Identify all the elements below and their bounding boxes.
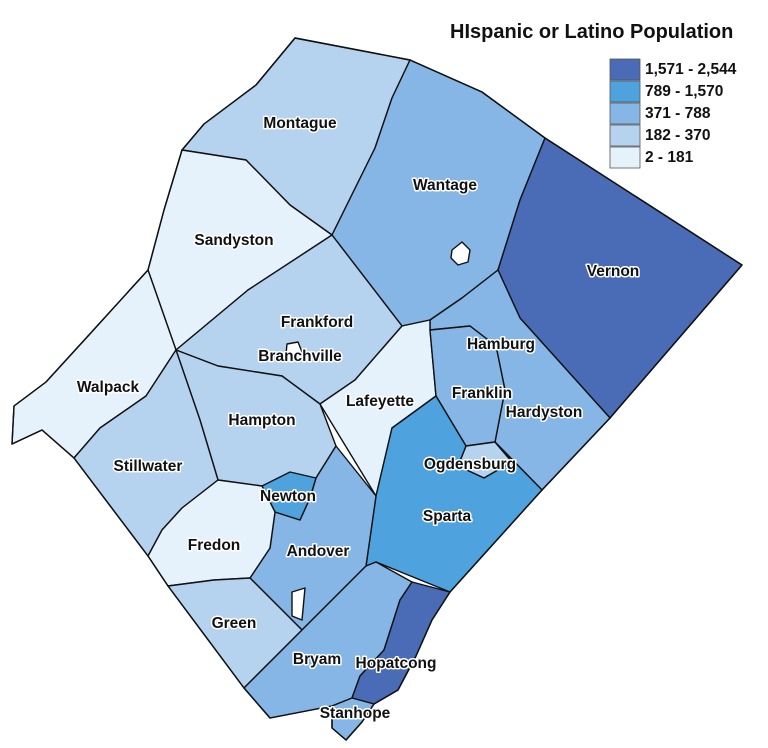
- label-frankford: Frankford: [281, 314, 353, 331]
- legend-title: HIspanic or Latino Population: [450, 21, 733, 43]
- label-walpack: Walpack: [77, 379, 140, 396]
- label-stanhope: Stanhope: [320, 705, 391, 722]
- label-sparta: Sparta: [423, 508, 472, 525]
- label-hampton: Hampton: [228, 412, 295, 429]
- label-fredon: Fredon: [188, 537, 241, 554]
- enclave-andover-strip: [291, 587, 306, 621]
- label-ogdensburg: Ogdensburg: [424, 456, 516, 473]
- label-stillwater: Stillwater: [114, 458, 183, 475]
- label-hardyston: Hardyston: [506, 404, 583, 421]
- label-franklin: Franklin: [452, 385, 512, 402]
- label-andover: Andover: [287, 543, 350, 560]
- label-sandyston: Sandyston: [194, 232, 273, 249]
- label-newton: Newton: [260, 488, 316, 505]
- label-wantage: Wantage: [413, 177, 477, 194]
- label-hopatcong: Hopatcong: [356, 655, 437, 672]
- legend-label-4: 182 - 370: [645, 127, 711, 144]
- enclave-wantage-lake: [450, 241, 471, 266]
- label-vernon: Vernon: [587, 263, 640, 280]
- legend-label-1: 1,571 - 2,544: [645, 61, 737, 78]
- county-outline: [11, 37, 743, 741]
- label-branchville: Branchville: [258, 348, 342, 365]
- map-regions: [11, 37, 743, 741]
- legend-swatch-5: [609, 146, 641, 169]
- label-lafeyette: Lafeyette: [346, 393, 414, 410]
- label-green: Green: [212, 615, 257, 632]
- legend-swatch-4: [609, 124, 641, 147]
- legend-swatch-2: [609, 80, 641, 103]
- legend-label-3: 371 - 788: [645, 105, 711, 122]
- legend-swatch-1: [609, 58, 641, 81]
- label-montague: Montague: [263, 115, 337, 132]
- legend-label-5: 2 - 181: [645, 149, 694, 166]
- legend-swatch-3: [609, 102, 641, 125]
- legend: HIspanic or Latino Population 1,571 - 2,…: [450, 21, 737, 169]
- label-bryam: Bryam: [293, 651, 341, 668]
- map-labels: Montague Wantage Vernon Sandyston Frankf…: [75, 114, 640, 724]
- branchville-enclave: [285, 341, 303, 359]
- legend-label-2: 789 - 1,570: [645, 83, 723, 100]
- label-hamburg: Hamburg: [467, 336, 535, 353]
